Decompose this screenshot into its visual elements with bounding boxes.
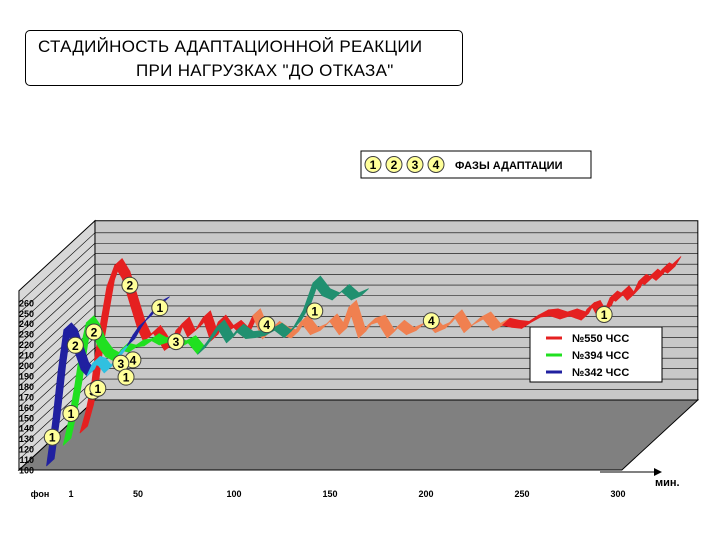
gridline-side xyxy=(18,243,96,314)
phase-marker-circle xyxy=(258,316,276,334)
y-tick-label: 190 xyxy=(19,371,34,381)
y-tick-label: 110 xyxy=(19,455,34,465)
phase-marker-circle xyxy=(595,305,613,323)
phase-marker-label: 1 xyxy=(94,382,101,396)
gridline-side xyxy=(18,326,96,398)
phase-legend-circle xyxy=(427,156,445,173)
phase-marker-label: 1 xyxy=(49,431,56,445)
phase-marker-label: 2 xyxy=(72,339,79,353)
y-tick-label: 170 xyxy=(19,392,34,402)
series-legend-label: №394 ЧСС xyxy=(572,350,629,362)
phase-markers: 1234111234112341 xyxy=(43,276,613,446)
phase-legend-circle xyxy=(364,156,382,173)
x-tick-label: 300 xyxy=(610,489,625,499)
gridline-side xyxy=(18,284,96,356)
x-tick-label: 200 xyxy=(418,489,433,499)
chart-title-line-2: ПРИ НАГРУЗКАХ "ДО ОТКАЗА" xyxy=(136,61,394,80)
x-tick-label: 250 xyxy=(514,489,529,499)
phase-marker-label: 2 xyxy=(91,325,98,339)
x-tick-label: 150 xyxy=(322,489,337,499)
phase-marker-circle xyxy=(151,299,169,317)
chart-series xyxy=(46,256,682,467)
y-tick-label: 200 xyxy=(19,361,34,371)
gridline-side xyxy=(18,295,96,366)
series-0-segment xyxy=(667,256,682,274)
phase-marker-label: 3 xyxy=(117,357,124,371)
gridline-side xyxy=(18,316,96,387)
y-tick-label: 140 xyxy=(19,424,34,434)
series-1-segment xyxy=(350,288,369,301)
x-tick-label: 100 xyxy=(226,489,241,499)
y-tick-label: 220 xyxy=(19,340,34,350)
y-tick-label: 230 xyxy=(19,330,34,340)
y-tick-label: 180 xyxy=(19,382,34,392)
phase-marker-label: 1 xyxy=(123,371,130,385)
phase-legend-number: 2 xyxy=(391,158,398,172)
phase-marker-circle xyxy=(89,379,107,397)
phase-marker-label: 4 xyxy=(130,353,137,367)
phase-legend-circle xyxy=(385,156,403,173)
series-legend: №550 ЧСС №394 ЧСС №342 ЧСС xyxy=(529,326,663,383)
y-tick-label: 260 xyxy=(19,298,34,308)
chart-axes: 1001101201301401501601701801902002102202… xyxy=(19,298,680,499)
x-axis-arrow-head xyxy=(654,468,662,476)
phase-marker-circle xyxy=(43,428,61,446)
phase-legend-circle xyxy=(406,156,424,173)
phase-legend-number: 4 xyxy=(433,158,440,172)
y-tick-label: 250 xyxy=(19,309,34,319)
phase-marker-circle xyxy=(85,323,103,341)
chart-title-line-1: СТАДИЙНОСТЬ АДАПТАЦИОННОЙ РЕАКЦИИ xyxy=(38,37,423,56)
phase-marker-label: 4 xyxy=(263,318,270,332)
y-tick-label: 210 xyxy=(19,351,34,361)
gridline-side xyxy=(18,263,96,335)
phase-marker-label: 4 xyxy=(428,314,435,328)
phase-marker-label: 3 xyxy=(173,335,180,349)
phase-marker-circle xyxy=(167,333,185,351)
phase-legend-number: 3 xyxy=(412,158,419,172)
x-tick-label: 50 xyxy=(133,489,143,499)
x-axis-title: мин. xyxy=(655,477,680,489)
y-tick-label: 150 xyxy=(19,413,34,423)
phase-marker-label: 1 xyxy=(311,305,318,319)
phase-marker-circle xyxy=(62,404,80,422)
phase-marker-circle xyxy=(422,312,440,330)
y-tick-label: 100 xyxy=(19,466,34,476)
phase-marker-circle xyxy=(66,336,84,354)
chart-title-box: СТАДИЙНОСТЬ АДАПТАЦИОННОЙ РЕАКЦИИ ПРИ НА… xyxy=(25,30,463,86)
y-tick-label: 240 xyxy=(19,319,34,329)
y-tick-label: 160 xyxy=(19,403,34,413)
gridline-side xyxy=(18,274,96,345)
phase-marker-label: 1 xyxy=(68,407,75,421)
y-tick-label: 120 xyxy=(19,445,34,455)
phase-marker-label: 1 xyxy=(156,301,163,315)
chart-floor-plane xyxy=(17,399,700,471)
phase-marker-circle xyxy=(306,302,324,320)
phase-legend-label: ФАЗЫ АДАПТАЦИИ xyxy=(455,160,563,172)
series-legend-label: №550 ЧСС xyxy=(572,333,629,345)
y-tick-label: 130 xyxy=(19,434,34,444)
gridline-side xyxy=(18,253,96,324)
phase-marker-label: 2 xyxy=(127,279,134,293)
x-tick-label: 1 xyxy=(68,489,73,499)
phase-marker-circle xyxy=(121,276,139,294)
x-tick-label: фон xyxy=(31,489,50,499)
phase-marker-circle xyxy=(117,368,135,386)
phase-marker-label: 1 xyxy=(601,308,608,322)
gridline-side xyxy=(18,305,96,377)
chart-floor xyxy=(17,399,700,471)
series-legend-label: №342 ЧСС xyxy=(572,367,629,379)
phase-legend-number: 1 xyxy=(370,158,377,172)
gridline-side xyxy=(18,232,96,304)
phase-legend: 1 2 3 4 ФАЗЫ АДАПТАЦИИ xyxy=(360,150,592,179)
